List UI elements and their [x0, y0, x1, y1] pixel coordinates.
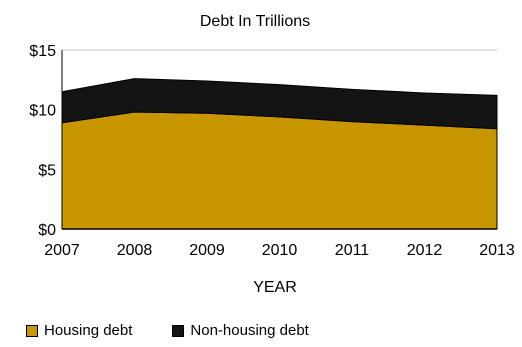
x-tick-label: 2007 [44, 242, 80, 259]
x-tick-label: 2010 [262, 242, 298, 259]
y-tick-label: $5 [38, 162, 56, 179]
legend-label-non-housing-debt: Non-housing debt [190, 322, 309, 339]
x-axis-title: YEAR [253, 279, 297, 296]
legend-item-housing-debt: Housing debt [26, 322, 132, 339]
y-axis-ticks: $0 $5 $10 $15 [29, 43, 56, 239]
y-tick-label: $15 [29, 43, 56, 60]
chart-legend: Housing debt Non-housing debt [26, 322, 349, 339]
x-tick-label: 2012 [407, 242, 443, 259]
area-series [61, 78, 498, 230]
x-tick-label: 2008 [117, 242, 153, 259]
legend-label-housing-debt: Housing debt [44, 322, 133, 339]
x-tick-label: 2009 [189, 242, 225, 259]
area-housing-debt [61, 111, 498, 230]
y-tick-label: $10 [29, 103, 56, 120]
legend-swatch-housing-debt [26, 324, 38, 337]
legend-item-non-housing-debt: Non-housing debt [172, 322, 309, 339]
x-tick-label: 2011 [335, 242, 370, 259]
legend-swatch-non-housing-debt [172, 324, 185, 337]
x-axis-ticks: 2007 2008 2009 2010 2011 2012 2013 [44, 242, 515, 259]
area-non-housing-debt [61, 78, 498, 130]
chart-title: Debt In Trillions [200, 13, 310, 30]
y-tick-label: $0 [38, 222, 56, 239]
x-tick-label: 2013 [479, 242, 515, 259]
